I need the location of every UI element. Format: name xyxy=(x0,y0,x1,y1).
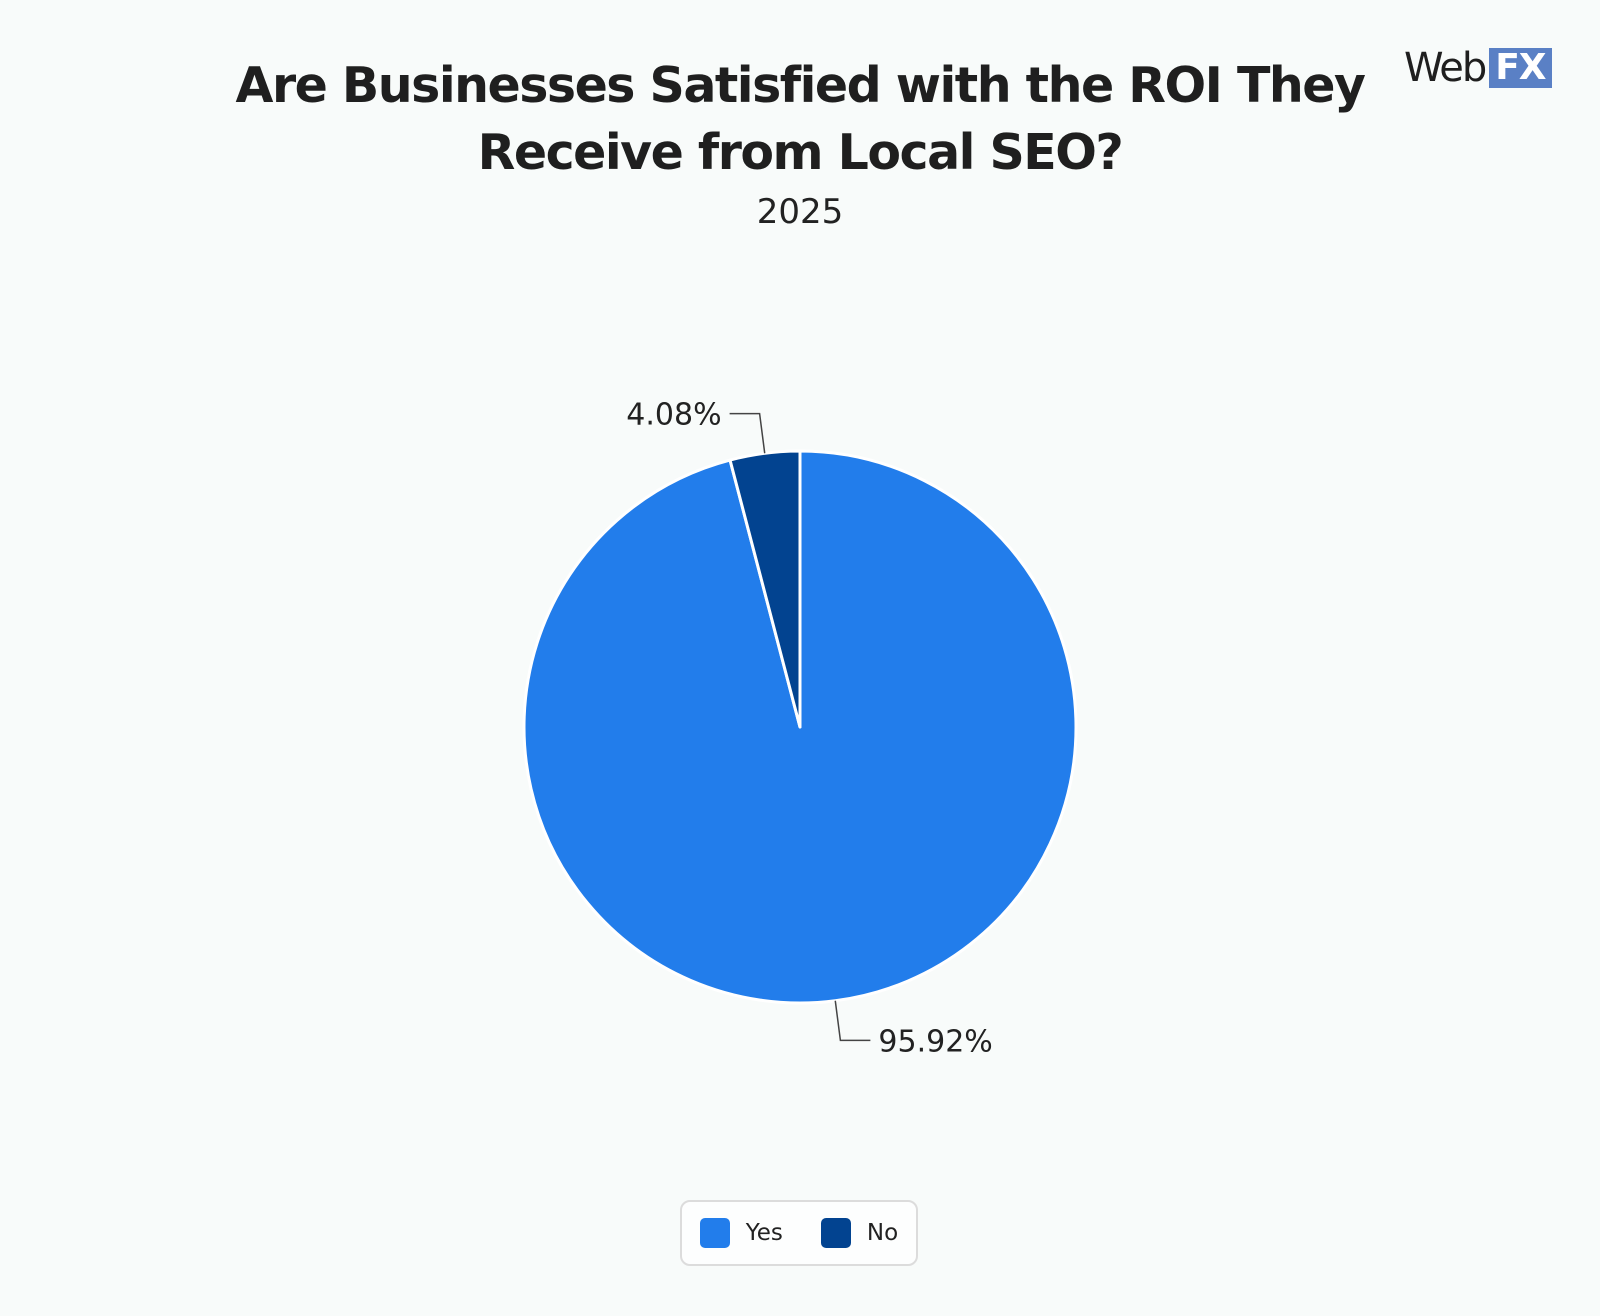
legend-label-yes: Yes xyxy=(745,1220,783,1246)
data-label-connector-no xyxy=(729,412,766,454)
pie-slices xyxy=(522,449,1078,1005)
pie-data-labels: 95.92% 4.08% xyxy=(626,398,992,1060)
data-label-yes: 95.92% xyxy=(878,1024,992,1059)
legend-label-no: No xyxy=(866,1220,899,1246)
chart-subtitle: 2025 xyxy=(756,192,844,232)
logo-text-web: Web xyxy=(1404,45,1487,91)
legend-item-no[interactable]: No xyxy=(820,1218,899,1248)
webfx-logo: Web FX xyxy=(1404,46,1552,90)
legend-item-yes[interactable]: Yes xyxy=(699,1218,783,1248)
data-label-connector-yes xyxy=(834,1000,871,1042)
legend-swatch-yes xyxy=(699,1218,730,1248)
data-label-no: 4.08% xyxy=(626,398,721,433)
legend-swatch-no xyxy=(820,1218,851,1248)
logo-text-fx: FX xyxy=(1489,48,1552,88)
chart-title: Are Businesses Satisfied with the ROI Th… xyxy=(235,57,1366,181)
chart-legend: Yes No xyxy=(680,1200,918,1266)
